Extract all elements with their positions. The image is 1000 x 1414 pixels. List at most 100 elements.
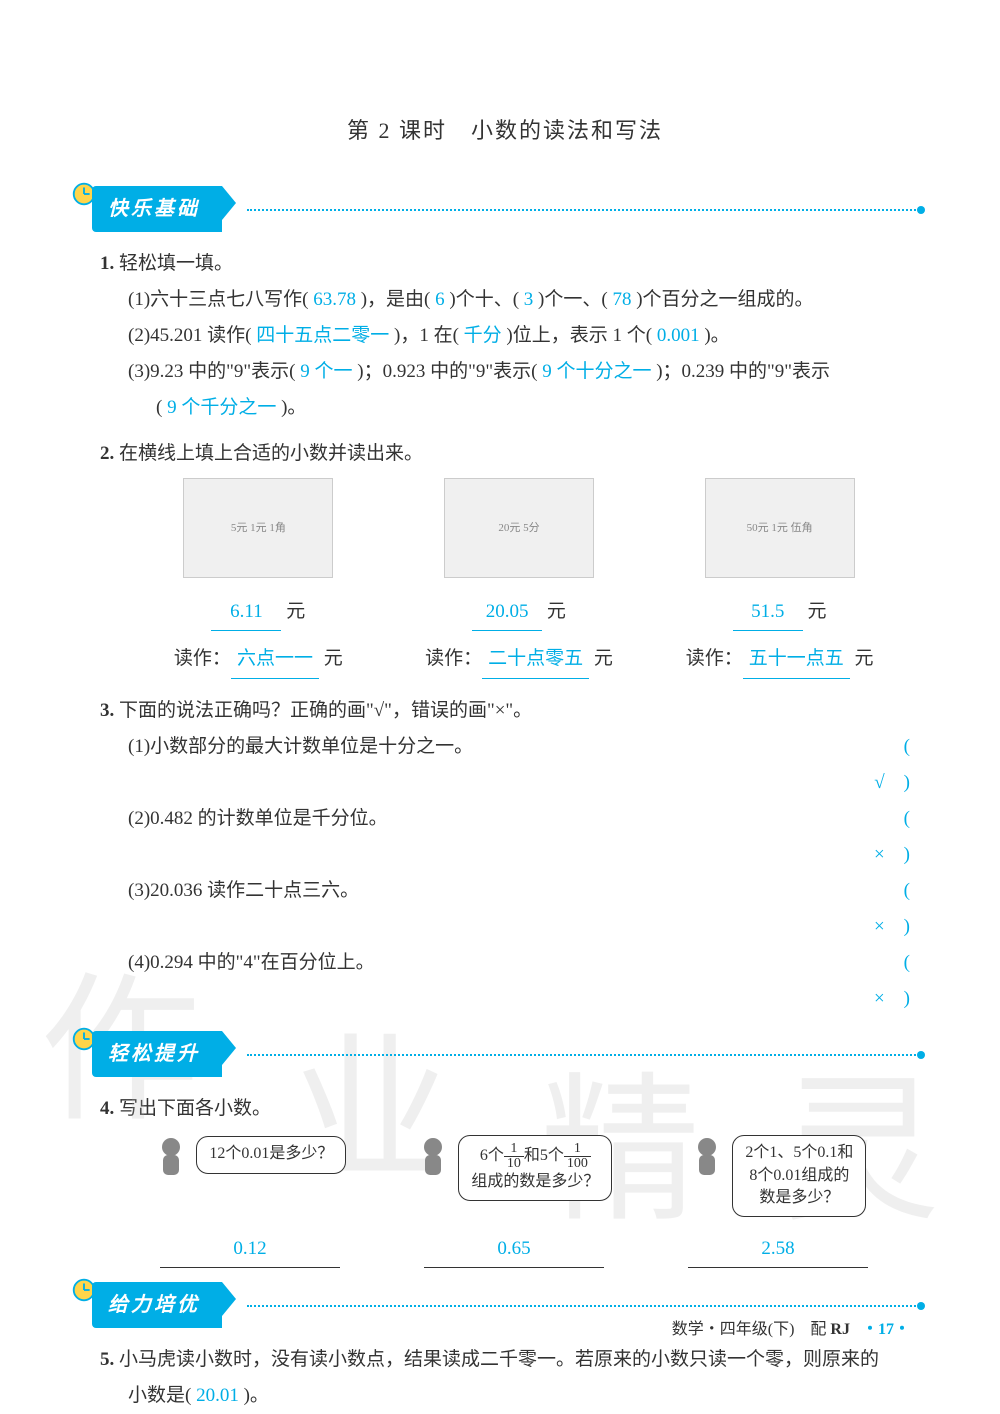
section-badge: 给力培优 (92, 1282, 222, 1328)
problem-2: 2. 在横线上填上合适的小数并读出来。 5元 1元 1角 20元 5分 50元 … (100, 436, 910, 682)
q5-line2: 小数是( 20.01 )。 (100, 1378, 910, 1414)
answer: 0.001 (657, 325, 700, 346)
speech-bubble: 2个1、5个0.1和8个0.01组成的数是多少？ (732, 1135, 866, 1216)
section-badge: 轻松提升 (92, 1031, 222, 1077)
q4-item: 6个110和5个1100组成的数是多少？ (389, 1135, 639, 1216)
answer: √ (874, 772, 884, 793)
tf-row: (3)20.036 读作二十点三六。 ( × ) (100, 873, 910, 945)
answer: 0.12 (160, 1231, 340, 1268)
child-icon (416, 1135, 450, 1179)
unit: 元 (594, 648, 613, 669)
dotted-divider (247, 1305, 920, 1307)
answer: × (874, 844, 885, 865)
q1-part2: (2)45.201 读作( 四十五点二零一 )，1 在( 千分 )位上，表示 1… (100, 318, 910, 354)
text: )，1 在( (394, 325, 459, 346)
label: 读作： (174, 648, 231, 669)
money-read: 读作：六点一一 元 (148, 641, 368, 678)
text: )。 (244, 1385, 269, 1406)
money-item: 20元 5分 (409, 478, 629, 584)
page-footer: 数学・四年级(下) 配 RJ ・17・ (672, 1315, 910, 1345)
text: )。 (704, 325, 729, 346)
text: 小数是( (128, 1385, 191, 1406)
q4-bubbles-row: 12个0.01是多少？ 6个110和5个1100组成的数是多少？ 2个1、5个0… (100, 1135, 910, 1216)
text: (3)9.23 中的"9"表示( (128, 361, 296, 382)
q1-part1: (1)六十三点七八写作( 63.78 )，是由( 6 )个十、( 3 )个一、(… (100, 282, 910, 318)
tf-mark: ( × ) (850, 873, 910, 945)
page-title: 第 2 课时 小数的读法和写法 (100, 110, 910, 152)
answer: 3 (524, 289, 534, 310)
dot-icon: ・ (894, 1321, 910, 1338)
q4-item: 12个0.01是多少？ (125, 1135, 375, 1216)
text: )个一、( (538, 289, 608, 310)
problem-stem: 在横线上填上合适的小数并读出来。 (119, 443, 423, 464)
dotted-divider (247, 1054, 920, 1056)
problem-5: 5. 小马虎读小数时，没有读小数点，结果读成二千零一。若原来的小数只读一个零，则… (100, 1342, 910, 1414)
statement: (1)小数部分的最大计数单位是十分之一。 (128, 729, 473, 801)
label: 读作： (425, 648, 482, 669)
unit: 元 (547, 601, 566, 622)
text: )，是由( (361, 289, 431, 310)
q1-part3b: ( 9 个千分之一 )。 (100, 390, 910, 426)
banknote-image: 50元 1元 伍角 (705, 478, 855, 578)
money-read-row: 读作：六点一一 元 读作：二十点零五 元 读作：五十一点五 元 (100, 635, 910, 682)
money-item: 50元 1元 伍角 (670, 478, 890, 584)
answer: 二十点零五 (482, 641, 589, 678)
problem-1: 1. 轻松填一填。 (1)六十三点七八写作( 63.78 )，是由( 6 )个十… (100, 246, 910, 426)
text: (1)六十三点七八写作( (128, 289, 308, 310)
text: )个百分之一组成的。 (636, 289, 813, 310)
footer-subject: 数学・四年级(下) 配 (672, 1321, 831, 1338)
footer-series: RJ (830, 1321, 850, 1338)
problem-stem: 写出下面各小数。 (119, 1098, 271, 1119)
statement: (2)0.482 的计数单位是千分位。 (128, 801, 388, 873)
answer: × (874, 988, 885, 1009)
speech-bubble: 12个0.01是多少？ (196, 1136, 346, 1174)
problem-stem: 下面的说法正确吗？正确的画"√"，错误的画"×"。 (119, 700, 532, 721)
text: )。 (281, 397, 306, 418)
problem-number: 5. (100, 1349, 114, 1370)
answer: 9 个十分之一 (542, 361, 651, 382)
child-icon (690, 1135, 724, 1179)
section-header-improve: 轻松提升 (92, 1031, 910, 1077)
q1-part3: (3)9.23 中的"9"表示( 9 个一 )；0.923 中的"9"表示( 9… (100, 354, 910, 390)
label: 读作： (686, 648, 743, 669)
answer: 四十五点二零一 (256, 325, 389, 346)
tf-row: (1)小数部分的最大计数单位是十分之一。 ( √ ) (100, 729, 910, 801)
speech-bubble: 6个110和5个1100组成的数是多少？ (458, 1135, 612, 1200)
answer: 2.58 (688, 1231, 868, 1268)
tf-mark: ( × ) (850, 801, 910, 873)
money-item: 5元 1元 1角 (148, 478, 368, 584)
answer: 20.01 (196, 1385, 239, 1406)
money-read: 读作：二十点零五 元 (409, 641, 629, 678)
answer: 6 (435, 289, 445, 310)
answer: × (874, 916, 885, 937)
answer: 78 (612, 289, 631, 310)
problem-number: 2. (100, 443, 114, 464)
money-images-row: 5元 1元 1角 20元 5分 50元 1元 伍角 (100, 472, 910, 588)
problem-stem: 轻松填一填。 (119, 253, 233, 274)
problem-4: 4. 写出下面各小数。 12个0.01是多少？ 6个110和5个1100组成的数… (100, 1091, 910, 1267)
section-badge: 快乐基础 (92, 186, 222, 232)
answer: 20.05 (472, 594, 542, 631)
text: 小马虎读小数时，没有读小数点，结果读成二千零一。若原来的小数只读一个零，则原来的 (119, 1349, 879, 1370)
unit: 元 (324, 648, 343, 669)
section-header-basics: 快乐基础 (92, 186, 910, 232)
problem-number: 3. (100, 700, 114, 721)
tf-row: (4)0.294 中的"4"在百分位上。 ( × ) (100, 945, 910, 1017)
answer: 五十一点五 (743, 641, 850, 678)
problem-number: 1. (100, 253, 114, 274)
answer: 6.11 (211, 594, 281, 631)
problem-number: 4. (100, 1098, 114, 1119)
statement: (4)0.294 中的"4"在百分位上。 (128, 945, 375, 1017)
unit: 元 (808, 601, 827, 622)
text: )个十、( (449, 289, 519, 310)
tf-row: (2)0.482 的计数单位是千分位。 ( × ) (100, 801, 910, 873)
answer: 千分 (464, 325, 502, 346)
statement: (3)20.036 读作二十点三六。 (128, 873, 359, 945)
answer: 9 个一 (300, 361, 352, 382)
text: )位上，表示 1 个( (506, 325, 652, 346)
page-number: 17 (878, 1321, 894, 1338)
answer: 0.65 (424, 1231, 604, 1268)
child-icon (154, 1135, 188, 1179)
tf-mark: ( × ) (850, 945, 910, 1017)
answer: 9 个千分之一 (167, 397, 276, 418)
